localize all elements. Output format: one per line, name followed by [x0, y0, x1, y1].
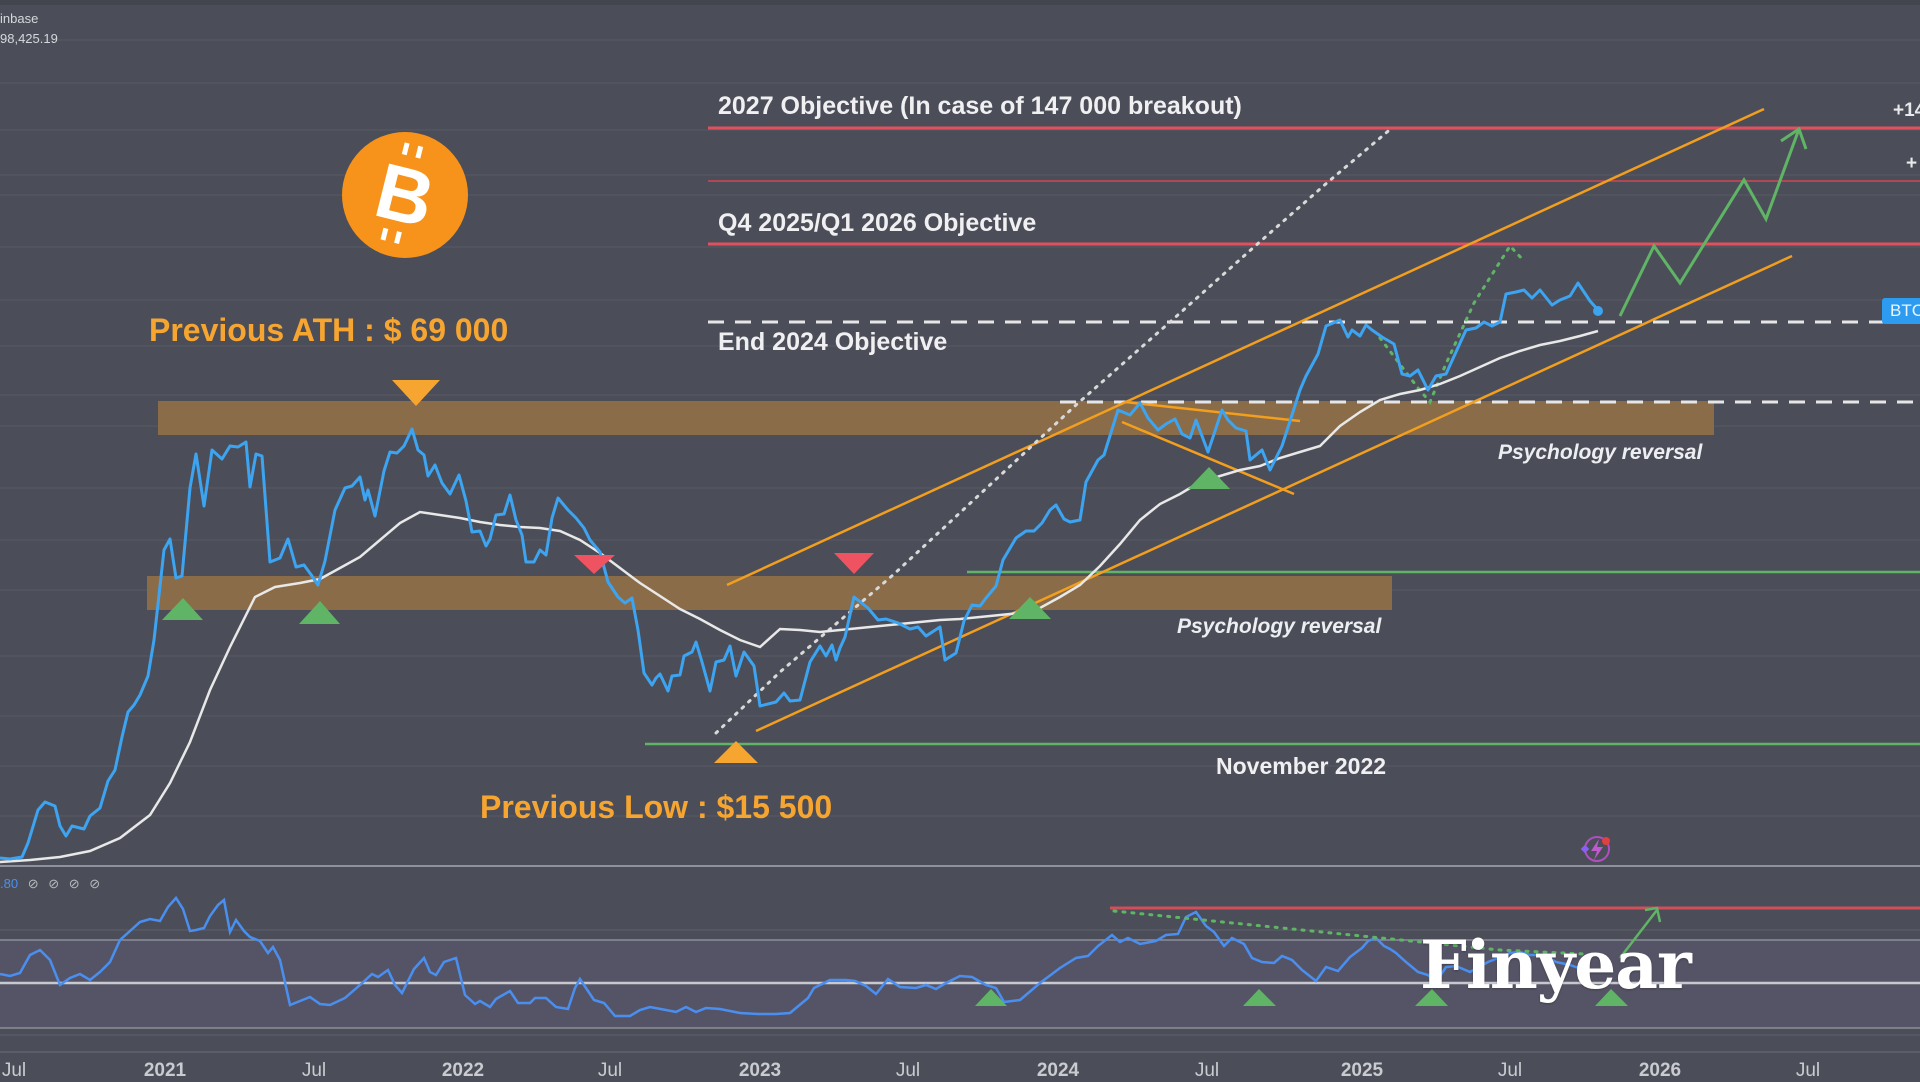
oscillator-projection-arrow [1619, 909, 1658, 959]
objective-q4-2025-label: Q4 2025/Q1 2026 Objective [718, 209, 1037, 237]
bitcoin-logo-icon: B [342, 132, 468, 258]
projection-arrowhead-icon [1780, 126, 1808, 150]
dotted-trajectory [714, 125, 1395, 735]
oscillator-arrowhead-icon [1644, 906, 1662, 923]
oscillator-legend: .80 ⊘ ⊘ ⊘ ⊘ [0, 876, 100, 892]
objective-end-2024-label: End 2024 Objective [718, 328, 948, 356]
x-tick: 2026 [1638, 1060, 1682, 1081]
x-tick: 2025 [1340, 1060, 1384, 1081]
moving-average-line [0, 329, 1599, 864]
x-tick: Jul [1497, 1060, 1523, 1081]
finyear-watermark: Finyear [1420, 926, 1692, 1004]
november-2022-label: November 2022 [1216, 753, 1387, 779]
channel-lower-line[interactable] [755, 254, 1793, 733]
previous-low-label: Previous Low : $15 500 [480, 789, 833, 825]
objective-2027-label: 2027 Objective (In case of 147 000 break… [718, 92, 1242, 120]
x-tick: Jul [1, 1060, 27, 1081]
buy-marker-icon-4 [1188, 467, 1230, 489]
psychology-reversal-upper-label: Psychology reversal [1498, 441, 1703, 464]
ath-marker-icon [392, 380, 440, 406]
psychology-reversal-lower-label: Psychology reversal [1177, 615, 1382, 638]
sell-marker-icon-2 [834, 553, 874, 574]
oscillator-value: .80 [0, 876, 19, 891]
last-price-dot[interactable] [1593, 306, 1603, 316]
x-tick: Jul [1795, 1060, 1821, 1081]
buy-marker-icon [162, 598, 203, 620]
x-tick: Jul [895, 1060, 921, 1081]
pct-label-upper: +14 [1893, 100, 1920, 121]
psychology-zone-lower [147, 576, 1392, 610]
sell-marker-icon [574, 555, 615, 574]
osc-buy-marker-icon-2 [1243, 989, 1276, 1006]
x-tick: 2022 [441, 1060, 485, 1081]
buy-marker-icon-3 [1009, 597, 1051, 619]
indicator-setting-icon-3[interactable]: ⊘ [68, 876, 80, 891]
exchange-label: inbase [0, 11, 39, 26]
osc-buy-marker-icon-4 [1595, 989, 1628, 1006]
x-tick: Jul [1194, 1060, 1220, 1081]
projection-path [1618, 128, 1801, 317]
btc-price-tag[interactable]: BTC [1882, 298, 1920, 324]
channel-upper-line[interactable] [726, 107, 1765, 587]
indicator-setting-icon[interactable]: ⊘ [27, 876, 39, 891]
osc-buy-marker-icon-3 [1415, 989, 1448, 1006]
wedge-upper-line[interactable] [1124, 400, 1301, 423]
psychology-zone-upper [158, 401, 1714, 435]
wedge-lower-line[interactable] [1121, 420, 1295, 496]
low-marker-icon [714, 741, 758, 763]
indicator-setting-icon-2[interactable]: ⊘ [48, 876, 60, 891]
oscillator-line [0, 895, 1585, 1018]
x-tick: Jul [597, 1060, 623, 1081]
oscillator-divergence-line [1112, 909, 1586, 956]
btc-price-line [0, 281, 1600, 861]
x-tick: 2023 [738, 1060, 782, 1081]
x-tick: 2021 [143, 1060, 187, 1081]
dotted-green-trajectory [1378, 243, 1527, 405]
x-tick: 2024 [1036, 1060, 1080, 1081]
pct-label-lower: + [1906, 153, 1918, 174]
current-price-label: 98,425.19 [0, 31, 58, 46]
osc-buy-marker-icon [975, 989, 1007, 1006]
indicator-setting-icon-4[interactable]: ⊘ [89, 876, 101, 891]
x-tick: Jul [301, 1060, 327, 1081]
buy-marker-icon-2 [299, 601, 340, 624]
lightning-alert-icon[interactable] [1580, 836, 1610, 862]
previous-ath-label: Previous ATH : $ 69 000 [149, 312, 509, 348]
